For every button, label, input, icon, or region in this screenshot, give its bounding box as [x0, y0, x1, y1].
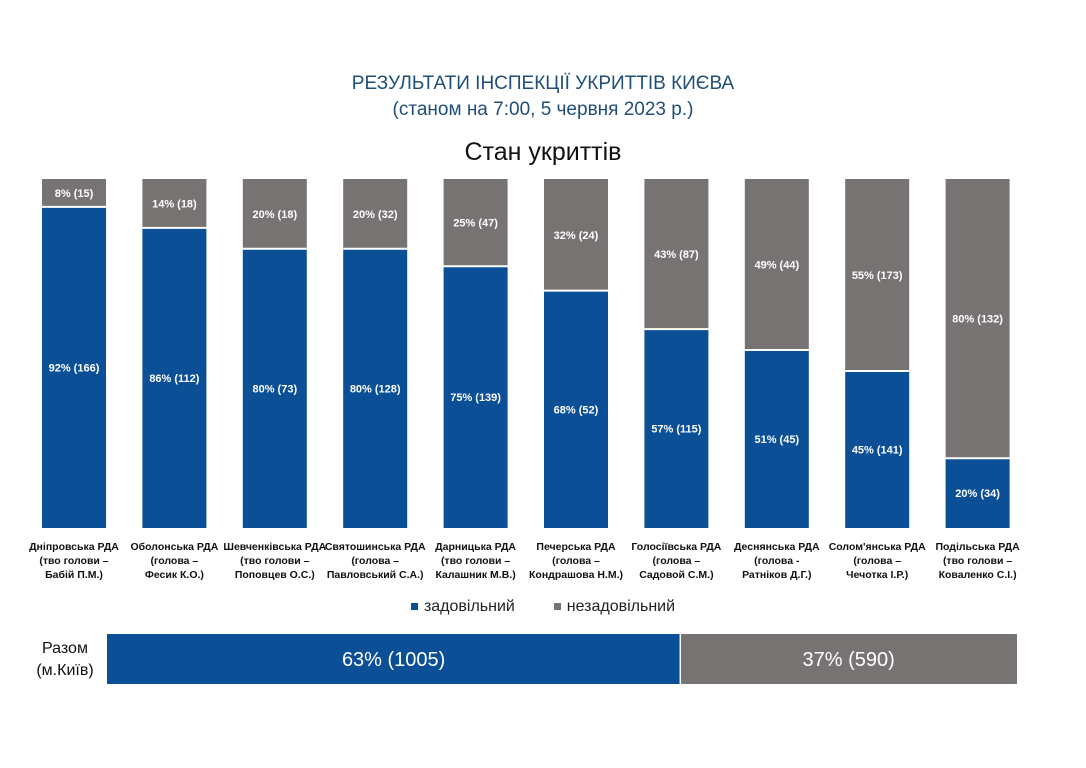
category-label-line: Дарницька РДА [435, 541, 517, 553]
category-label: Голосіївська РДА (голова – Садовой С.М.) [621, 540, 731, 582]
category-label-line: Павловський С.А.) [326, 569, 424, 581]
category-label: Дніпровська РДА (тво голови – Бабій П.М.) [19, 540, 129, 582]
data-label-satisfactory: 80% (128) [350, 383, 401, 395]
category-label-line: (голова – [351, 555, 400, 567]
data-label-satisfactory: 45% (141) [852, 444, 903, 456]
category-label-line: Солом'янська РДА [828, 541, 926, 553]
category-label-line: Деснянська РДА [733, 541, 820, 553]
bar-satisfactory [544, 290, 608, 528]
total-label-line: Разом [42, 640, 88, 657]
data-label-unsatisfactory: 32% (24) [554, 230, 599, 242]
bar-unsatisfactory [644, 179, 709, 330]
data-label-satisfactory: 51% (45) [754, 434, 799, 446]
legend-swatch-satisfactory [410, 603, 418, 611]
bar-satisfactory [744, 350, 809, 528]
category-label-line: Печерська РДА [536, 541, 616, 553]
category-label-line: Коваленко С.І.) [938, 569, 1017, 581]
category-label-line: Кондрашова Н.М.) [529, 569, 623, 581]
category-label-line: Чечотка І.Р.) [846, 569, 909, 581]
category-label-line: Калашник М.В.) [435, 569, 516, 581]
category-label-line: Голосіївська РДА [631, 541, 722, 553]
category-label-line: (голова – [150, 555, 199, 567]
chart-title: Стан укриттів [464, 138, 622, 166]
category-label: Подільська РДА (тво голови – Коваленко С.І… [923, 540, 1033, 582]
data-label-satisfactory: 86% (112) [149, 373, 199, 385]
total-bar-unsatisfactory [680, 634, 1017, 684]
category-label-line: (голова - [754, 555, 800, 567]
bar-unsatisfactory [945, 179, 1010, 459]
data-label-satisfactory: 20% (34) [955, 488, 1000, 500]
bar-unsatisfactory [744, 179, 809, 351]
legend-label-satisfactory: задовільний [423, 598, 515, 615]
category-label-line: (голова – [552, 555, 600, 567]
category-label-line: Оболонська РДА [130, 541, 219, 553]
category-label-line: Садовой С.М.) [639, 569, 714, 581]
category-label: Печерська РДА (голова – Кондрашова Н.М.) [521, 540, 631, 582]
category-label: Оболонська РДА (голова – Фесик К.О.) [119, 540, 229, 582]
category-label-line: Бабій П.М.) [45, 569, 103, 581]
data-label-satisfactory: 80% (73) [252, 383, 297, 395]
category-label-line: (голова – [652, 555, 701, 567]
bar-satisfactory [845, 370, 910, 528]
category-label-line: (тво голови – [440, 555, 511, 567]
category-label: Дарницька РДА (тво голови – Калашник М.В.) [421, 540, 531, 582]
page-subtitle: (станом на 7:00, 5 червня 2023 р.) [392, 99, 694, 120]
bar-unsatisfactory [343, 179, 408, 249]
total-label-line: (м.Київ) [36, 662, 94, 679]
category-label: Святошинська РДА (голова – Павловський С.А… [320, 540, 430, 582]
category-label-line: (тво голови – [240, 555, 310, 567]
data-label-unsatisfactory: 14% (18) [152, 198, 197, 210]
data-label-unsatisfactory: 80% (132) [952, 314, 1003, 326]
category-label-line: Шевченківська РДА [223, 541, 327, 553]
bar-satisfactory [443, 266, 508, 528]
category-label-line: Святошинська РДА [324, 541, 426, 553]
data-label-satisfactory: 92% (166) [49, 362, 100, 374]
data-label-unsatisfactory: 25% (47) [453, 218, 498, 230]
bar-satisfactory [644, 329, 709, 528]
bar-unsatisfactory [544, 179, 608, 291]
category-label-line: Подільська РДА [935, 541, 1020, 553]
page-title: РЕЗУЛЬТАТИ ІНСПЕКЦІЇ УКРИТТІВ КИЄВА [351, 73, 735, 94]
bar-unsatisfactory [42, 179, 106, 207]
bar-unsatisfactory [443, 179, 508, 267]
category-label-line: Поповцев О.С.) [234, 569, 315, 581]
data-label-unsatisfactory: 20% (32) [353, 209, 398, 221]
data-label-unsatisfactory: 55% (173) [852, 270, 903, 282]
category-label-line: Ратніков Д.Г.) [742, 569, 812, 581]
legend-swatch-unsatisfactory [553, 603, 561, 611]
bar-satisfactory [142, 227, 207, 529]
data-label-satisfactory: 57% (115) [651, 424, 701, 436]
bar-satisfactory [42, 206, 106, 529]
total-label-unsatisfactory: 37% (590) [803, 649, 895, 671]
total-label-satisfactory: 63% (1005) [342, 649, 445, 671]
data-label-unsatisfactory: 43% (87) [654, 249, 699, 261]
category-label: Деснянська РДА (голова - Ратніков Д.Г.) [722, 540, 832, 582]
bar-unsatisfactory [142, 179, 207, 228]
category-label: Солом'янська РДА (голова – Чечотка І.Р.) [822, 540, 932, 582]
total-bar-satisfactory [107, 634, 681, 684]
legend-label-unsatisfactory: незадовільний [566, 598, 676, 615]
category-label-line: (тво голови – [39, 555, 109, 567]
bar-satisfactory [343, 248, 408, 529]
data-label-satisfactory: 68% (52) [554, 404, 599, 416]
category-label-line: (тво голови – [942, 555, 1013, 567]
legend: задовільний незадовільний [0, 598, 1086, 616]
data-label-satisfactory: 75% (139) [450, 392, 501, 404]
total-label: Разом (м.Київ) [25, 638, 105, 682]
bar-unsatisfactory [242, 179, 307, 249]
category-label-line: Фесик К.О.) [144, 569, 204, 581]
bar-unsatisfactory [845, 179, 910, 371]
bar-satisfactory [242, 248, 307, 529]
category-label: Шевченківська РДА (тво голови – Поповцев О… [220, 540, 330, 582]
data-label-unsatisfactory: 20% (18) [252, 209, 297, 221]
bar-satisfactory [945, 458, 1010, 528]
data-label-unsatisfactory: 49% (44) [754, 260, 799, 272]
category-label-line: Дніпровська РДА [29, 541, 119, 553]
category-label-line: (голова – [853, 555, 902, 567]
data-label-unsatisfactory: 8% (15) [55, 188, 94, 200]
